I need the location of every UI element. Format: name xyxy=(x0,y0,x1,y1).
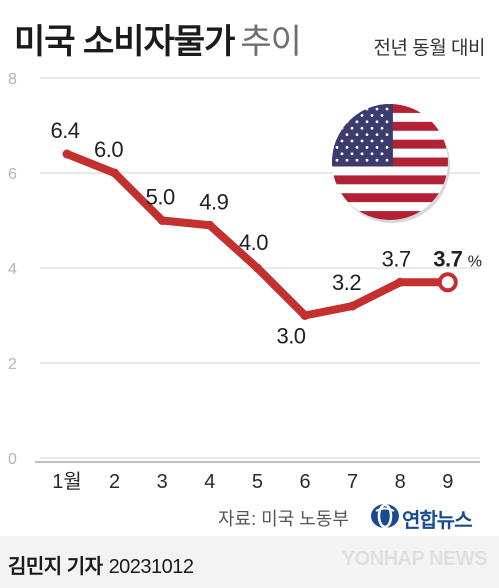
value-label: 4.9 xyxy=(199,189,228,214)
brand-name: 연합뉴스 xyxy=(402,510,473,532)
footer-bar: 김민지 기자 20231012 YONHAP NEWS xyxy=(0,536,499,588)
data-point xyxy=(110,168,120,178)
y-tick-label: 6 xyxy=(8,166,17,183)
value-unit: % xyxy=(468,253,482,270)
x-tick-label: 3 xyxy=(157,471,168,493)
y-tick-label: 4 xyxy=(8,261,17,278)
y-tick-label: 8 xyxy=(8,71,17,88)
x-tick-label: 5 xyxy=(252,471,263,493)
us-flag-icon xyxy=(332,104,450,223)
title-suffix: 추이 xyxy=(240,23,302,61)
value-label: 5.0 xyxy=(146,185,175,210)
value-label-final: 3.7 xyxy=(433,246,462,271)
value-label: 3.0 xyxy=(276,324,305,349)
data-point xyxy=(157,216,167,225)
x-axis-layer: 1월 2 3 4 5 6 7 8 9 xyxy=(35,461,480,493)
x-tick-label: 2 xyxy=(109,471,120,493)
data-point-final xyxy=(437,272,458,293)
x-tick-label: 9 xyxy=(442,471,453,493)
reporter-name: 김민지 기자 xyxy=(8,556,103,578)
watermark: YONHAP NEWS xyxy=(341,548,488,570)
x-tick-label: 7 xyxy=(347,471,358,493)
data-point xyxy=(348,301,358,311)
value-label: 6.0 xyxy=(94,137,123,162)
value-label: 3.7 xyxy=(382,246,411,271)
source-note: 자료: 미국 노동부 xyxy=(218,509,349,529)
chart-title: 미국 소비자물가 추이 xyxy=(14,14,302,62)
y-tick-label: 2 xyxy=(8,356,17,373)
byline: 김민지 기자 20231012 xyxy=(8,550,194,579)
value-label: 3.2 xyxy=(332,270,361,295)
data-point xyxy=(205,220,215,230)
x-tick-label: 4 xyxy=(204,471,215,493)
value-label: 4.0 xyxy=(239,230,268,255)
data-point xyxy=(300,311,310,320)
x-tick-label: 8 xyxy=(395,471,406,493)
series-layer xyxy=(62,149,458,320)
yonhap-logo-icon xyxy=(371,503,399,529)
chart-subtitle: 전년 동월 대비 xyxy=(373,38,486,59)
title-main: 미국 소비자물가 xyxy=(14,23,235,61)
line-chart: 0 2 4 6 8 6.4 6.0 5.0 4.9 4.0 3.0 3.2 3.7 3.7% 1월 2 3 4… xyxy=(8,71,482,493)
data-point xyxy=(62,149,72,159)
publish-date: 20231012 xyxy=(108,556,194,578)
data-point xyxy=(252,263,262,273)
x-tick-label: 6 xyxy=(299,471,310,493)
data-point xyxy=(395,277,405,287)
x-tick-label: 1월 xyxy=(52,470,82,493)
value-label: 6.4 xyxy=(50,118,79,143)
y-tick-label: 0 xyxy=(8,451,17,468)
value-label-layer: 6.4 6.0 5.0 4.9 4.0 3.0 3.2 3.7 3.7% xyxy=(50,118,482,349)
